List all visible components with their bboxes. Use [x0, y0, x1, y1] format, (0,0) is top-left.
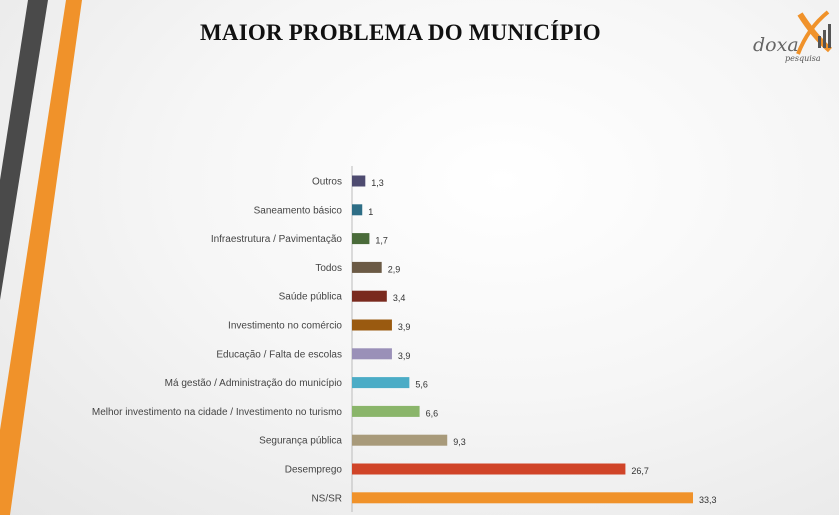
- logo-wordmark: doxa: [753, 34, 799, 56]
- category-label: Educação / Falta de escolas: [216, 349, 342, 360]
- value-label: 1: [368, 207, 373, 217]
- bar: [352, 348, 392, 360]
- bar: [352, 290, 387, 302]
- logo-mark-icon: [796, 10, 832, 55]
- value-label: 6,6: [426, 408, 439, 418]
- category-label: Saneamento básico: [254, 205, 343, 216]
- bar: [352, 492, 693, 504]
- category-label: Desemprego: [285, 465, 343, 476]
- bar: [352, 204, 363, 216]
- value-label: 3,4: [393, 293, 406, 303]
- value-label: 1,3: [371, 178, 384, 188]
- value-label: 33,3: [699, 495, 717, 505]
- category-label: Saúde pública: [279, 292, 343, 303]
- category-label: Segurança pública: [259, 436, 342, 447]
- category-label: Melhor investimento na cidade / Investim…: [92, 407, 343, 418]
- bar: [352, 434, 448, 446]
- bar: [352, 463, 626, 475]
- value-label: 5,6: [415, 380, 428, 390]
- category-label: Investimento no comércio: [228, 321, 342, 332]
- value-label: 26,7: [631, 466, 649, 476]
- value-label: 2,9: [388, 264, 401, 274]
- category-label: NS/SR: [311, 493, 342, 504]
- bar: [352, 319, 392, 331]
- category-label: Má gestão / Administração do município: [165, 378, 343, 389]
- logo-subtitle: pesquisa: [785, 54, 821, 63]
- doxa-logo: doxa pesquisa: [748, 8, 834, 68]
- value-label: 3,9: [398, 322, 411, 332]
- page-title: MAIOR PROBLEMA DO MUNICÍPIO: [200, 20, 601, 45]
- value-label: 9,3: [453, 437, 466, 447]
- bar: [352, 405, 420, 417]
- value-label: 3,9: [398, 351, 411, 361]
- bar: [352, 377, 410, 389]
- value-label: 1,7: [375, 236, 388, 246]
- category-label: Outros: [312, 177, 342, 188]
- category-label: Todos: [315, 263, 342, 274]
- bar: [352, 261, 382, 273]
- bar: [352, 175, 366, 187]
- category-label: Infraestrutura / Pavimentação: [211, 234, 343, 245]
- bar: [352, 233, 370, 245]
